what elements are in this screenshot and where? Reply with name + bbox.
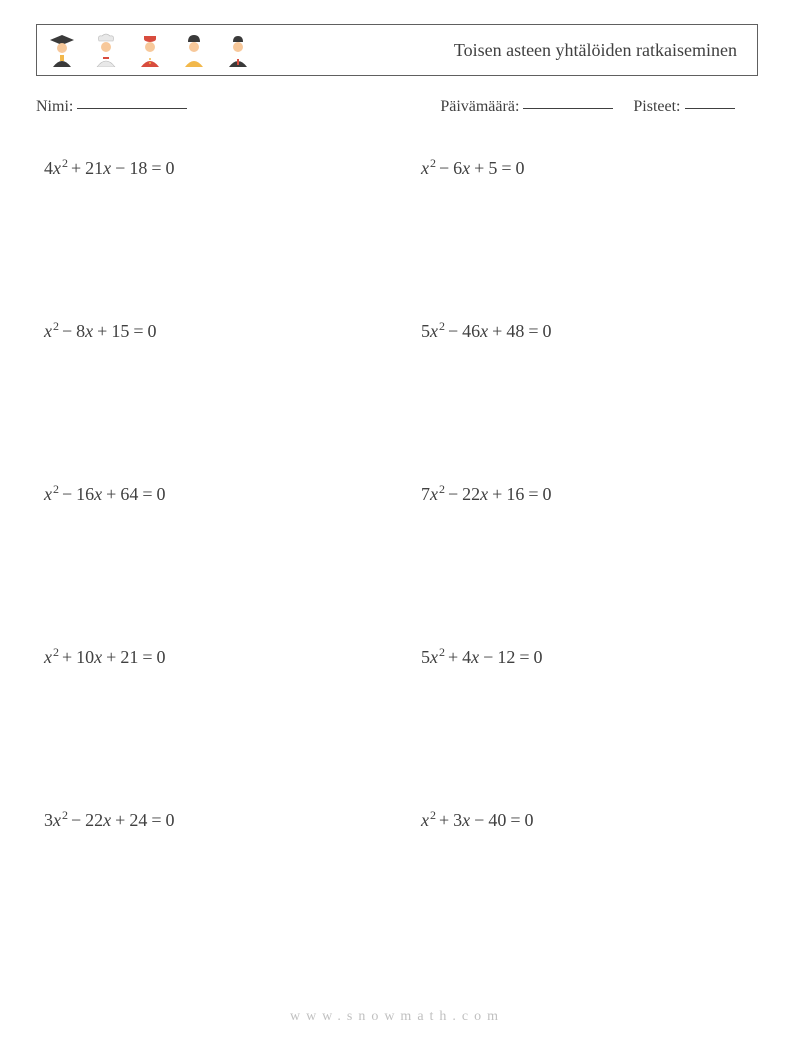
equation-10: x2+3x−40=0 (421, 808, 758, 831)
equation-5: x2−16x+64=0 (44, 482, 381, 505)
footer-url: www.snowmath.com (0, 1009, 794, 1025)
chef-icon (93, 33, 119, 67)
score-label: Pisteet: (633, 98, 680, 115)
score-field: Pisteet: (633, 98, 734, 116)
date-label: Päivämäärä: (440, 98, 519, 115)
equation-9: 3x2−22x+24=0 (44, 808, 381, 831)
name-field: Nimi: (36, 98, 440, 116)
equation-3: x2−8x+15=0 (44, 319, 381, 342)
date-blank[interactable] (523, 108, 613, 109)
waiter-icon (225, 33, 251, 67)
name-label: Nimi: (36, 98, 73, 115)
name-blank[interactable] (77, 108, 187, 109)
header-icons (49, 33, 251, 67)
casual-icon (181, 33, 207, 67)
equation-4: 5x2−46x+48=0 (421, 319, 758, 342)
bellhop-icon (137, 33, 163, 67)
equation-7: x2+10x+21=0 (44, 645, 381, 668)
worksheet-title: Toisen asteen yhtälöiden ratkaiseminen (251, 40, 745, 61)
date-field: Päivämäärä: (440, 98, 613, 116)
equation-6: 7x2−22x+16=0 (421, 482, 758, 505)
worksheet-page: Toisen asteen yhtälöiden ratkaiseminen N… (0, 0, 794, 1053)
info-row: Nimi: Päivämäärä: Pisteet: (36, 98, 758, 116)
equations-grid: 4x2+21x−18=0 x2−6x+5=0 x2−8x+15=0 5x2−46x+4… (36, 156, 758, 831)
score-blank[interactable] (685, 108, 735, 109)
equation-8: 5x2+4x−12=0 (421, 645, 758, 668)
equation-1: 4x2+21x−18=0 (44, 156, 381, 179)
header-box: Toisen asteen yhtälöiden ratkaiseminen (36, 24, 758, 76)
equation-2: x2−6x+5=0 (421, 156, 758, 179)
graduate-icon (49, 33, 75, 67)
